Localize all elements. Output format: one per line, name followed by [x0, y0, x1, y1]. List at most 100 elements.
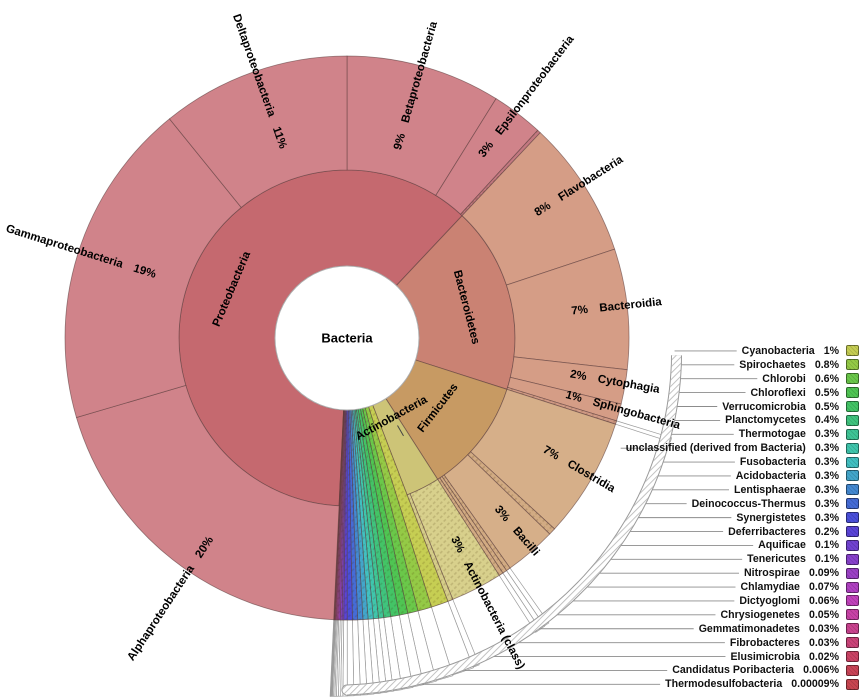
wedge-Verrucomicrobia-texture [358, 408, 400, 617]
legend-swatch [846, 553, 859, 565]
legend-swatch [846, 595, 859, 607]
legend-name: Synergistetes [736, 511, 806, 524]
legend-swatch [846, 387, 859, 399]
wedge-Deinococcus-Thermus-texture [348, 409, 358, 620]
legend-percent: 0.3% [814, 511, 839, 524]
legend-percent: 0.07% [808, 581, 839, 594]
legend-item-unclassified (derived from Bacteria): unclassified (derived from Bacteria) 0.3% [626, 441, 859, 455]
legend-percent: 0.3% [814, 497, 839, 510]
wedge-Actinobacteria (class)-texture [410, 479, 500, 600]
legend-item-Verrucomicrobia: Verrucomicrobia 0.5% [626, 400, 859, 414]
root-circle[interactable] [274, 265, 420, 411]
legend-swatch [846, 678, 859, 690]
wedge-Cyanobacteria-texture [368, 405, 448, 608]
legend-swatch [846, 428, 859, 440]
legend-name: unclassified (derived from Bacteria) [625, 442, 806, 455]
legend-swatch [846, 401, 859, 412]
wedge-Bacteroidetes-sliver-texture [506, 387, 617, 425]
wedge-Alphaproteobacteria[interactable] [75, 384, 340, 621]
legend-swatch [846, 359, 859, 371]
legend-name: Planctomycetes [725, 414, 806, 427]
legend-swatch [846, 498, 859, 510]
legend-item-Candidatus Poribacteria: Candidatus Poribacteria 0.006% [626, 663, 859, 677]
wedge-Chloroflexi-texture [360, 408, 408, 616]
legend-item-Gemmatimonadetes: Gemmatimonadetes 0.03% [626, 622, 859, 636]
legend-percent: 0.3% [814, 442, 839, 455]
legend-name: Spirochaetes [739, 358, 806, 371]
legend-name: Elusimicrobia [730, 650, 800, 663]
legend-percent: 0.006% [803, 664, 839, 677]
legend-item-Fusobacteria: Fusobacteria 0.3% [626, 455, 859, 469]
legend-item-Chlorobi: Chlorobi 0.6% [626, 372, 859, 386]
legend-percent: 0.6% [814, 372, 839, 385]
wedge-Chlorobi-texture [362, 407, 418, 614]
legend-swatch [846, 484, 859, 496]
wedge-Firmicutes-sliver-texture [439, 476, 507, 574]
legend-percent: 0.8% [814, 358, 839, 371]
legend-swatch [846, 539, 859, 551]
legend-swatch [846, 623, 859, 635]
wedge-Gammaproteobacteria[interactable] [64, 118, 242, 419]
legend-percent: 0.2% [814, 525, 839, 538]
callout-trunk-band [341, 355, 682, 696]
legend-swatch [846, 373, 859, 385]
legend-percent: 0.05% [808, 608, 839, 621]
legend-name: Cyanobacteria [741, 344, 815, 357]
wedge-Proteobacteria-sliver-texture [460, 130, 541, 216]
actinobacteria-label-tick [397, 425, 404, 437]
legend-name: Candidatus Poribacteria [672, 664, 795, 677]
legend-name: Deinococcus-Thermus [691, 497, 806, 510]
legend-swatch [846, 345, 859, 357]
legend-swatch [846, 512, 859, 524]
wedge-Firmicutes-sliver-texture [437, 478, 503, 576]
sunburst-wedges [64, 55, 630, 621]
legend-percent: 0.3% [814, 456, 839, 469]
legend-name: Verrucomicrobia [722, 400, 806, 413]
legend-item-Synergistetes: Synergistetes 0.3% [626, 511, 859, 525]
legend-item-Tenericutes: Tenericutes 0.1% [626, 552, 859, 566]
trunk-band-layer [342, 355, 681, 696]
wedge-Acidobacteria-texture [351, 409, 369, 620]
legend-name: Lentisphaerae [734, 483, 806, 496]
legend-item-Aquificae: Aquificae 0.1% [626, 538, 859, 552]
legend: Cyanobacteria 1% Spirochaetes 0.8% Chlorobi 0… [626, 344, 859, 691]
legend-item-Deinococcus-Thermus: Deinococcus-Thermus 0.3% [626, 497, 859, 511]
wedge-Lentisphaerae-texture [349, 409, 363, 620]
wedge-Synergistetes-texture [347, 409, 353, 620]
legend-item-Nitrospirae: Nitrospirae 0.09% [626, 566, 859, 580]
legend-percent: 0.06% [808, 594, 839, 607]
legend-item-Chlamydiae: Chlamydiae 0.07% [626, 580, 859, 594]
legend-name: Chlamydiae [740, 581, 800, 594]
legend-swatch [846, 442, 859, 454]
legend-item-Spirochaetes: Spirochaetes 0.8% [626, 358, 859, 372]
legend-swatch [846, 651, 859, 663]
root-label: Bacteria [321, 330, 373, 346]
legend-percent: 0.03% [808, 636, 839, 649]
legend-item-Thermotogae: Thermotogae 0.3% [626, 427, 859, 441]
legend-percent: 1% [823, 344, 839, 357]
wedge-Firmicutes-sliver-texture [467, 451, 555, 535]
legend-percent: 0.1% [814, 553, 839, 566]
legend-item-Cyanobacteria: Cyanobacteria 1% [626, 344, 859, 358]
legend-percent: 0.1% [814, 539, 839, 552]
legend-name: Chloroflexi [750, 386, 806, 399]
legend-name: Tenericutes [747, 553, 806, 566]
legend-item-Planctomycetes: Planctomycetes 0.4% [626, 413, 859, 427]
legend-percent: 0.3% [814, 483, 839, 496]
legend-name: Gemmatimonadetes [698, 622, 800, 635]
legend-swatch [846, 581, 859, 593]
legend-name: Fibrobacteres [729, 636, 800, 649]
legend-percent: 0.00009% [791, 678, 839, 691]
legend-name: Acidobacteria [735, 469, 806, 482]
wedge-Spirochaetes-texture [365, 406, 432, 611]
legend-swatch [846, 414, 859, 426]
legend-swatch [846, 609, 859, 621]
wedge-Deltaproteobacteria[interactable] [168, 55, 348, 209]
wedge-unclassified (derived from Bacteria)-texture [353, 409, 379, 619]
legend-swatch [846, 456, 859, 468]
legend-percent: 0.3% [814, 469, 839, 482]
legend-name: Chrysiogenetes [720, 608, 800, 621]
legend-swatch [846, 567, 859, 579]
wedge-Actinobacteria-sliver-texture [407, 493, 453, 602]
